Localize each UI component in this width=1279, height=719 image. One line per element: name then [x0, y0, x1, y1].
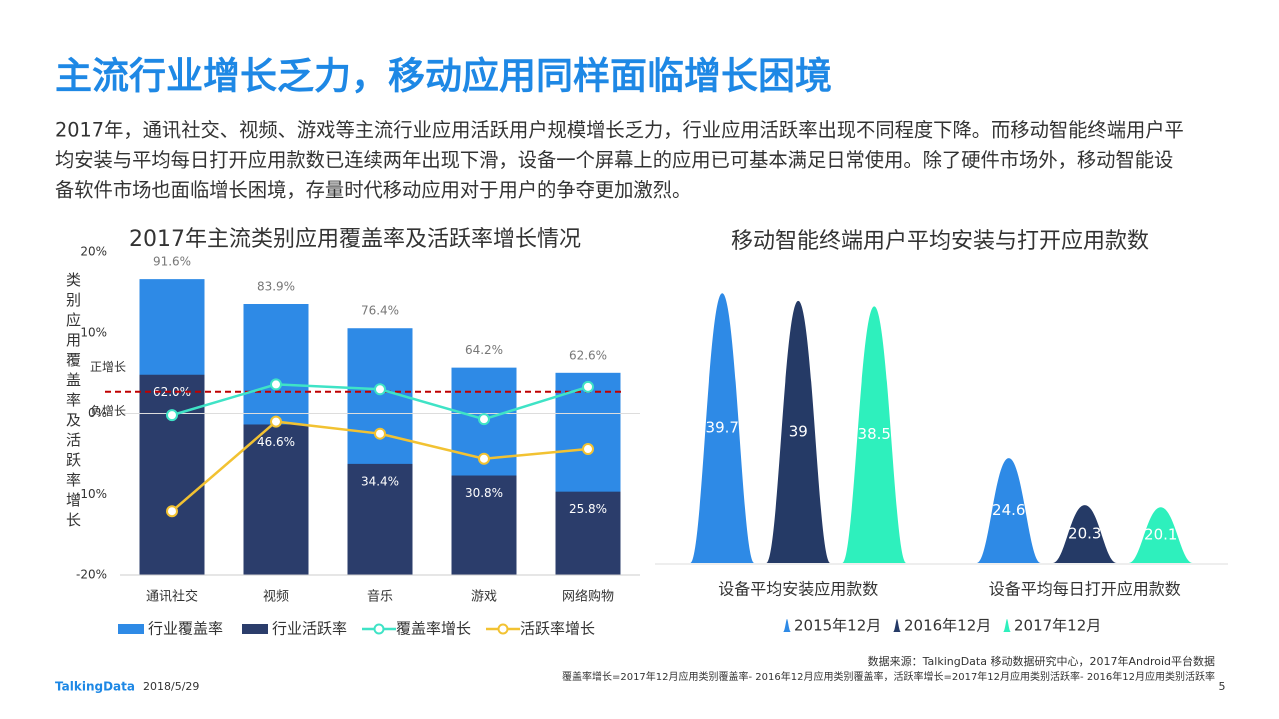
line-point — [166, 505, 178, 518]
legend-swatch — [1003, 619, 1011, 632]
paragraph-line: 均安装与平均每日打开应用款数已连续两年出现下滑，设备一个屏幕上的应用已可基本满足… — [55, 149, 1173, 172]
bar — [243, 424, 309, 575]
bell — [690, 293, 755, 563]
value-label: 46.6% — [257, 435, 295, 449]
y-tick-label: -20% — [76, 568, 107, 582]
value-label: 39.7 — [706, 419, 739, 437]
paragraph-line: 备软件市场也面临增长困境，存量时代移动应用对于用户的争夺更加激烈。 — [55, 179, 691, 202]
legend-label: 2016年12月 — [904, 617, 991, 635]
line-point — [166, 409, 178, 422]
value-label: 38.5 — [858, 425, 891, 443]
bar — [555, 491, 621, 575]
value-label: 91.6% — [153, 255, 191, 269]
line-point — [374, 427, 386, 440]
line-point — [374, 383, 386, 396]
legend-swatch — [783, 619, 791, 632]
bell — [1052, 505, 1117, 563]
bell — [766, 300, 831, 563]
y-tick-label: 0% — [88, 406, 107, 420]
x-tick-label: 网络购物 — [562, 589, 614, 605]
x-tick-label: 音乐 — [367, 589, 393, 605]
value-label: 64.2% — [465, 343, 503, 357]
legend-label: 行业覆盖率 — [148, 620, 223, 638]
legend-swatch — [893, 619, 901, 632]
value-label: 83.9% — [257, 280, 295, 294]
bar — [139, 374, 205, 575]
line-point — [582, 443, 594, 456]
annotation: 正增长 — [90, 360, 126, 374]
line-point — [270, 378, 282, 391]
y-axis-label: 类别应用覆盖率及活跃率增长 — [64, 272, 82, 532]
value-label: 62.6% — [569, 348, 607, 362]
value-label: 25.8% — [569, 502, 607, 516]
y-tick-label: -10% — [76, 487, 107, 501]
legend-label: 2017年12月 — [1014, 617, 1101, 635]
value-label: 30.8% — [465, 486, 503, 500]
line-point — [478, 413, 490, 426]
x-tick-label: 设备平均安装应用款数 — [718, 580, 878, 599]
x-tick-label: 游戏 — [471, 590, 497, 605]
slide-title: 主流行业增长乏力，移动应用同样面临增长困境 — [55, 55, 832, 98]
annotation: 负增长 — [90, 404, 126, 418]
page-number: 5 — [1219, 680, 1226, 693]
formula-note: 覆盖率增长=2017年12月应用类别覆盖率- 2016年12月应用类别覆盖率，活… — [562, 670, 1215, 683]
chart-title: 移动智能终端用户平均安装与打开应用款数 — [731, 229, 1149, 254]
value-label: 76.4% — [361, 304, 399, 318]
brand: TalkingData — [55, 680, 135, 694]
x-tick-label: 通讯社交 — [146, 589, 198, 605]
legend-swatch — [373, 623, 385, 635]
legend-label: 活跃率增长 — [520, 620, 595, 638]
x-tick-label: 设备平均每日打开应用款数 — [989, 580, 1181, 599]
line-point — [270, 415, 282, 428]
bar — [347, 463, 413, 575]
chart-title: 2017年主流类别应用覆盖率及活跃率增长情况 — [129, 227, 581, 252]
y-tick-label: 20% — [80, 245, 107, 259]
bell — [1128, 507, 1193, 563]
value-label: 20.1 — [1144, 526, 1177, 544]
date: 2018/5/29 — [143, 680, 199, 693]
legend-swatch — [118, 624, 144, 634]
legend-label: 2015年12月 — [794, 617, 881, 635]
legend-label: 覆盖率增长 — [396, 620, 471, 638]
line-point — [478, 452, 490, 465]
y-tick-label: 10% — [80, 325, 107, 339]
value-label: 24.6 — [992, 501, 1025, 519]
legend-swatch — [242, 624, 268, 634]
value-label: 62.0% — [153, 385, 191, 399]
value-label: 34.4% — [361, 474, 399, 488]
bell — [842, 306, 907, 563]
bell — [976, 458, 1041, 563]
legend-label: 行业活跃率 — [272, 620, 347, 638]
paragraph-line: 2017年，通讯社交、视频、游戏等主流行业应用活跃用户规模增长乏力，行业应用活跃… — [55, 119, 1184, 142]
line-point — [582, 380, 594, 393]
value-label: 39 — [789, 422, 808, 440]
value-label: 20.3 — [1068, 525, 1101, 543]
legend-swatch — [497, 623, 509, 635]
bar — [451, 475, 517, 575]
source-note: 数据来源：TalkingData 移动数据研究中心，2017年Android平台… — [868, 654, 1215, 668]
x-tick-label: 视频 — [263, 590, 289, 605]
